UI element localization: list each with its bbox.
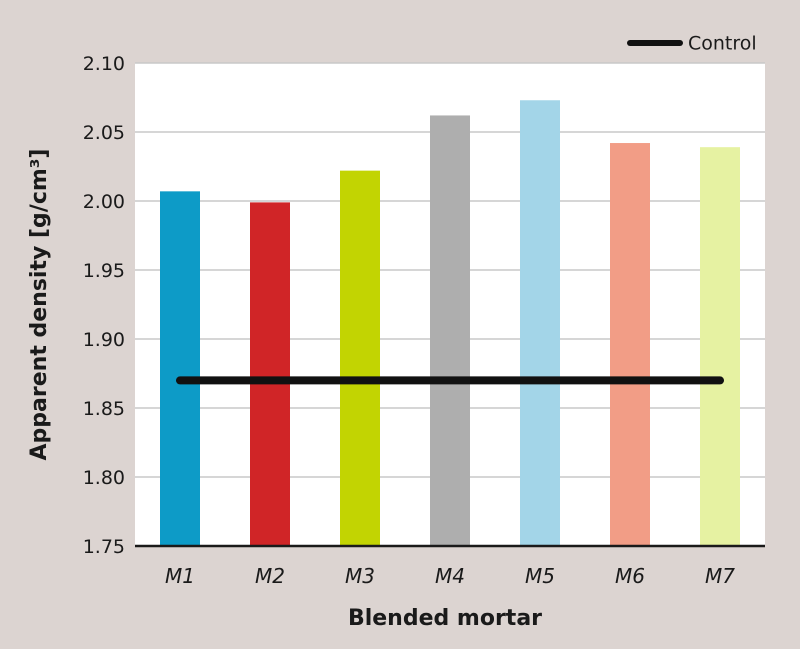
bar-m5 — [520, 100, 560, 546]
bar-m1 — [160, 191, 200, 546]
bar-m4 — [430, 115, 470, 546]
bar-m2 — [250, 202, 290, 546]
y-tick-label: 1.85 — [83, 398, 125, 420]
bar-m3 — [340, 170, 380, 546]
bar-m7 — [700, 147, 740, 546]
y-axis-ticks: 1.75 1.80 1.85 1.90 1.95 2.00 2.05 2.10 — [83, 53, 125, 558]
y-axis-title: Apparent density [g/cm³] — [27, 149, 52, 461]
x-axis-ticks: M1 M2 M3 M4 M5 M6 M7 — [165, 564, 735, 588]
legend-label-control: Control — [688, 33, 757, 55]
x-tick-label: M7 — [705, 564, 735, 588]
x-tick-label: M5 — [525, 564, 555, 588]
x-tick-label: M2 — [255, 564, 285, 588]
x-tick-label: M6 — [615, 564, 645, 588]
x-tick-label: M1 — [165, 564, 195, 588]
y-tick-label: 1.95 — [83, 260, 125, 282]
y-tick-label: 2.00 — [83, 191, 125, 213]
x-tick-label: M3 — [345, 564, 375, 588]
x-axis-title: Blended mortar — [348, 606, 542, 631]
y-tick-label: 2.05 — [83, 122, 125, 144]
bars — [160, 100, 740, 547]
legend: Control — [627, 33, 757, 55]
y-tick-label: 1.80 — [83, 467, 125, 489]
y-tick-label: 2.10 — [83, 53, 125, 75]
x-tick-label: M4 — [435, 564, 465, 588]
y-tick-label: 1.90 — [83, 329, 125, 351]
y-tick-label: 1.75 — [83, 536, 125, 558]
bar-m6 — [610, 143, 650, 547]
